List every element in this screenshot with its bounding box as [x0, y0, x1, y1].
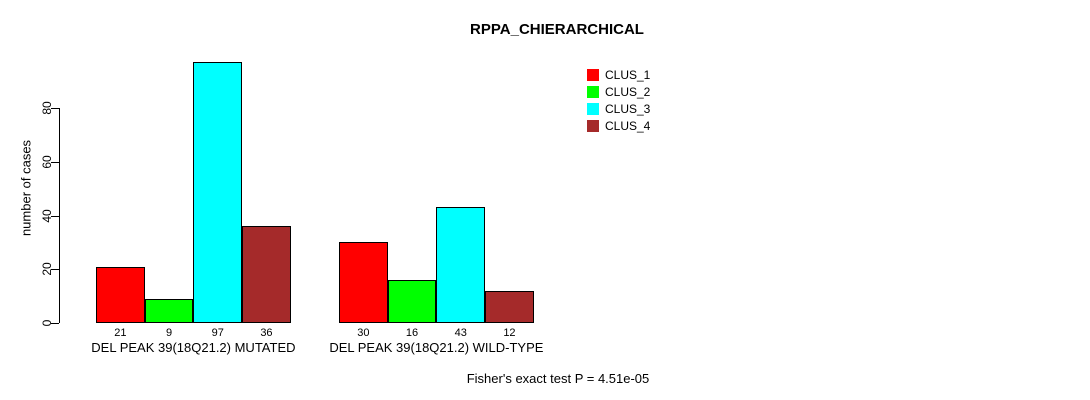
- y-tick-label: 20: [40, 262, 54, 276]
- y-tick-mark: [51, 161, 59, 163]
- y-tick-mark: [51, 269, 59, 271]
- bar-CLUS_1-group1: [96, 266, 145, 323]
- bar-value-label: 97: [211, 327, 224, 339]
- legend-item-CLUS_3: CLUS_3: [587, 100, 650, 117]
- bar-value-label: 36: [260, 327, 273, 339]
- legend-swatch-CLUS_1: [587, 68, 599, 81]
- bar-CLUS_2-group1: [144, 298, 194, 323]
- bar-CLUS_2-group2: [387, 280, 437, 323]
- legend-label: CLUS_2: [605, 84, 651, 99]
- chart-title: RPPA_CHIERARCHICAL: [470, 21, 644, 38]
- legend-swatch-CLUS_3: [587, 102, 599, 115]
- bar-CLUS_3-group2: [436, 207, 486, 323]
- y-tick-mark: [51, 323, 59, 324]
- bar-value-label: 16: [405, 327, 419, 339]
- legend-swatch-CLUS_4: [587, 119, 599, 132]
- fisher-test-annotation: Fisher's exact test P = 4.51e-05: [466, 371, 650, 386]
- legend: CLUS_1 CLUS_2 CLUS_3 CLUS_4: [587, 66, 650, 134]
- legend-item-CLUS_1: CLUS_1: [587, 66, 650, 83]
- y-tick-label: 40: [40, 208, 54, 223]
- bar-CLUS_1-group2: [339, 242, 388, 323]
- legend-label: CLUS_1: [605, 67, 651, 82]
- y-tick-label: 60: [40, 155, 54, 169]
- legend-swatch-CLUS_2: [587, 85, 599, 98]
- legend-item-CLUS_4: CLUS_4: [587, 117, 650, 134]
- y-tick-mark: [51, 108, 59, 109]
- group-label: DEL PEAK 39(18Q21.2) MUTATED: [91, 340, 296, 355]
- bar-value-label: 12: [503, 327, 516, 339]
- legend-label: CLUS_4: [605, 118, 651, 133]
- bar-value-label: 9: [165, 327, 173, 339]
- y-tick-mark: [51, 215, 59, 217]
- legend-item-CLUS_2: CLUS_2: [587, 83, 650, 100]
- y-axis-label: number of cases: [18, 139, 34, 237]
- y-axis-line: [59, 108, 60, 323]
- bar-CLUS_4-group2: [485, 290, 534, 323]
- group-label: DEL PEAK 39(18Q21.2) WILD-TYPE: [329, 340, 544, 355]
- bar-value-label: 43: [454, 327, 467, 339]
- y-tick-label: 80: [40, 101, 54, 115]
- bar-value-label: 21: [114, 327, 127, 339]
- bar-CLUS_4-group1: [242, 226, 291, 323]
- bar-value-label: 30: [357, 327, 370, 339]
- legend-label: CLUS_3: [605, 101, 651, 116]
- bar-CLUS_3-group1: [193, 62, 243, 323]
- y-tick-label: 0: [40, 319, 54, 327]
